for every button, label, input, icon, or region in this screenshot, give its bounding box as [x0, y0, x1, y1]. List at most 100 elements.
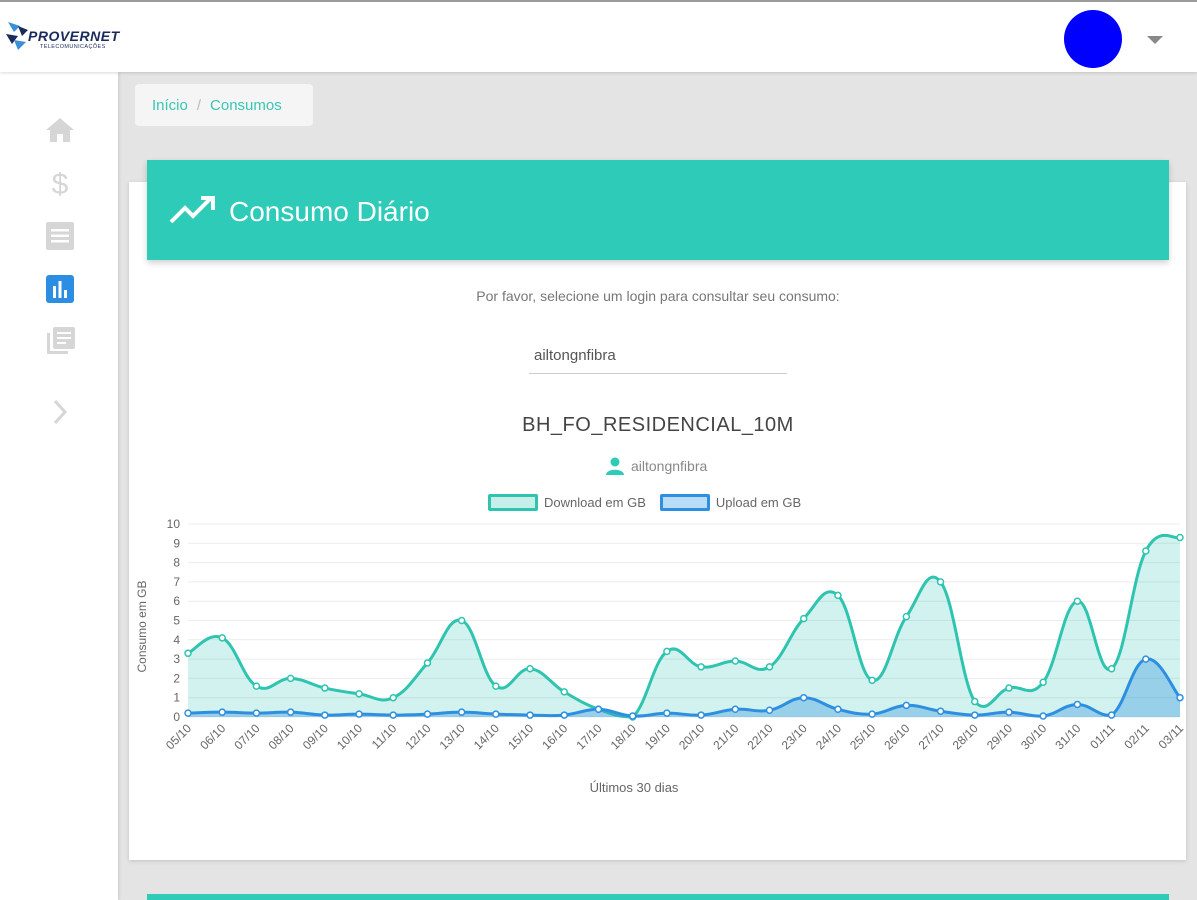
- download-point: [286, 674, 295, 683]
- download-point: [355, 690, 363, 698]
- sidebar-item-home[interactable]: [44, 114, 76, 146]
- breadcrumb-separator: /: [196, 96, 202, 114]
- legend-download-swatch[interactable]: [488, 494, 538, 511]
- upload-point: [492, 710, 500, 718]
- upload-point: [1039, 712, 1047, 720]
- bar-chart-icon: [46, 275, 74, 303]
- list-icon: [46, 222, 74, 250]
- trending-up-icon: [169, 196, 215, 224]
- plan-user: ailtongnfibra: [605, 456, 707, 476]
- consumo-card: [129, 182, 1186, 860]
- download-point: [526, 665, 534, 673]
- upload-point: [252, 709, 261, 717]
- chart-legend: Download em GB Upload em GB: [488, 494, 801, 511]
- x-tick-label: 30/10: [1018, 721, 1049, 752]
- download-area: [188, 535, 1180, 717]
- user-menu-caret-icon[interactable]: [1147, 36, 1163, 44]
- brand-name: PROVERNET: [28, 28, 120, 44]
- download-point: [936, 578, 945, 586]
- legend-download-label: Download em GB: [544, 495, 646, 510]
- upload-point: [526, 711, 534, 719]
- upload-point: [184, 709, 192, 717]
- x-tick-label: 02/11: [1121, 721, 1152, 752]
- sidebar-expand[interactable]: [44, 396, 76, 428]
- avatar[interactable]: [1064, 10, 1122, 68]
- legend-upload-swatch[interactable]: [659, 494, 710, 511]
- x-tick-label: 16/10: [539, 721, 570, 752]
- login-prompt: Por favor, selecione um login para consu…: [476, 288, 840, 304]
- upload-point: [663, 709, 671, 717]
- download-point: [252, 682, 261, 690]
- upload-point: [799, 693, 808, 702]
- provernet-logo[interactable]: PROVERNET TELECOMUNICAÇÕES: [4, 14, 144, 60]
- upload-point: [765, 706, 774, 714]
- breadcrumb-current-link[interactable]: Consumos: [210, 96, 282, 114]
- sidebar-item-faturas[interactable]: [44, 220, 76, 252]
- plan-user-label: ailtongnfibra: [631, 458, 708, 474]
- sidebar-item-financeiro[interactable]: $: [44, 168, 76, 200]
- download-point: [1073, 597, 1082, 605]
- download-point: [1107, 665, 1116, 673]
- upload-point: [1142, 655, 1150, 663]
- x-axis-title: Últimos 30 dias: [590, 780, 679, 795]
- x-tick-label: 08/10: [266, 721, 297, 752]
- svg-text:$: $: [52, 168, 69, 200]
- x-tick-label: 20/10: [676, 721, 707, 752]
- x-tick-label: 07/10: [231, 721, 262, 752]
- x-tick-label: 19/10: [642, 721, 673, 752]
- x-tick-label: 13/10: [437, 721, 468, 752]
- home-icon: [46, 118, 74, 142]
- upload-point: [1005, 708, 1013, 716]
- dollar-icon: $: [52, 168, 69, 200]
- consumption-chart: 0 1 2 3 4 5 6 7 8 9 10 05/10 06/10 07/10 08/10 09/10 10/…: [135, 517, 1187, 795]
- upload-point: [594, 705, 603, 714]
- upload-point: [731, 705, 740, 714]
- top-bar: PROVERNET TELECOMUNICAÇÕES: [0, 0, 1197, 72]
- x-tick-label: 05/10: [163, 721, 194, 752]
- download-point: [1142, 547, 1150, 555]
- download-point: [868, 676, 876, 685]
- upload-point: [1107, 711, 1116, 719]
- download-point: [697, 663, 705, 671]
- upload-point: [560, 711, 569, 719]
- download-point: [560, 688, 569, 696]
- upload-point: [628, 712, 637, 720]
- download-point: [834, 591, 842, 600]
- download-point: [799, 614, 808, 623]
- x-tick-label: 10/10: [334, 721, 365, 752]
- upload-point: [902, 701, 911, 710]
- upload-point: [389, 711, 397, 719]
- sidebar-item-documentos[interactable]: [44, 325, 76, 357]
- y-tick-label: 3: [173, 652, 180, 666]
- download-point: [663, 647, 671, 656]
- y-tick-label: 9: [173, 536, 180, 550]
- upload-point: [321, 711, 329, 719]
- plan-name: BH_FO_RESIDENCIAL_10M: [522, 414, 794, 436]
- download-point: [731, 657, 740, 665]
- upload-point: [1073, 700, 1082, 709]
- x-tick-label: 28/10: [950, 721, 981, 752]
- x-tick-label: 03/11: [1156, 721, 1187, 752]
- y-tick-label: 0: [173, 710, 180, 724]
- upload-point: [355, 710, 363, 718]
- y-tick-label: 10: [167, 517, 181, 531]
- sidebar: $: [0, 72, 118, 900]
- y-axis-title: Consumo em GB: [135, 580, 149, 672]
- login-select-input[interactable]: [529, 338, 787, 374]
- x-tick-label: 31/10: [1052, 721, 1083, 752]
- download-point: [492, 682, 500, 690]
- x-tick-label: 21/10: [710, 721, 741, 752]
- next-card-header: [147, 894, 1169, 900]
- y-tick-label: 4: [173, 633, 180, 647]
- download-point: [1176, 533, 1184, 542]
- x-tick-label: 18/10: [608, 721, 639, 752]
- x-tick-label: 29/10: [984, 721, 1015, 752]
- download-point: [321, 684, 329, 692]
- breadcrumb-home-link[interactable]: Início: [152, 96, 188, 114]
- x-tick-label: 27/10: [916, 721, 947, 752]
- x-tick-label: 25/10: [847, 721, 878, 752]
- chevron-right-icon: [53, 399, 68, 425]
- x-tick-label: 23/10: [779, 721, 810, 752]
- upload-point: [868, 710, 876, 718]
- sidebar-item-consumos[interactable]: [44, 273, 76, 305]
